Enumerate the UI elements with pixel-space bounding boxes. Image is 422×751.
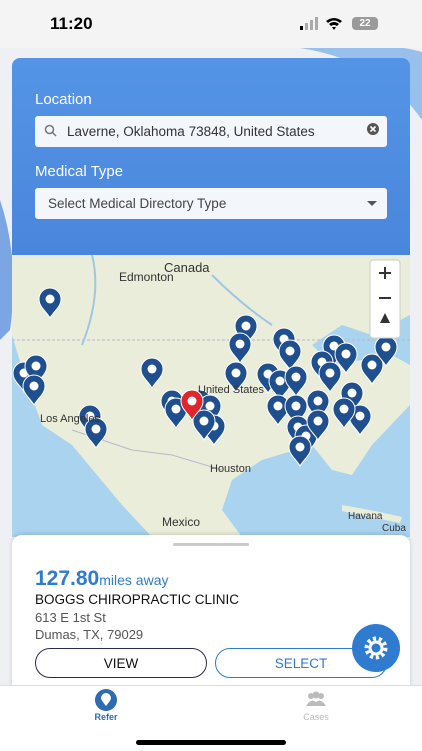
medical-type-label: Medical Type [35, 163, 124, 180]
map-pin[interactable] [228, 332, 252, 365]
tab-cases[interactable]: Cases [303, 712, 329, 722]
map-pin[interactable] [38, 287, 62, 320]
search-icon [44, 124, 57, 137]
map-pin[interactable] [332, 397, 356, 430]
view-button[interactable]: VIEW [35, 648, 207, 678]
map-pin[interactable] [84, 417, 108, 450]
pin-dot [367, 360, 377, 370]
distance-unit: miles away [99, 572, 169, 588]
pin-dot [171, 404, 181, 414]
map-pin[interactable] [334, 342, 358, 375]
pin-dot [347, 388, 357, 398]
map-pin[interactable] [288, 435, 312, 468]
pin-dot [29, 381, 39, 391]
zoom-controls [369, 259, 401, 339]
pin-dot [31, 361, 41, 371]
pin-dot [187, 396, 197, 406]
distance: 127.80 [35, 567, 100, 590]
pin-dot [341, 349, 351, 359]
map-label: Edmonton [119, 270, 174, 284]
map-pin[interactable] [140, 357, 164, 390]
map-pin[interactable] [180, 389, 204, 422]
settings-fab[interactable] [345, 623, 407, 673]
map-pin[interactable] [224, 361, 248, 394]
map-label: Cuba [382, 523, 406, 534]
dropdown-arrow [367, 201, 377, 206]
map-pin[interactable] [192, 409, 216, 442]
medical-type-select[interactable]: Select Medical Directory Type [35, 188, 387, 219]
pin-dot [313, 416, 323, 426]
pin-dot [231, 368, 241, 378]
map-pin[interactable] [360, 353, 384, 386]
pin-dot [235, 339, 245, 349]
pin-dot [241, 321, 251, 331]
sheet-handle[interactable] [173, 543, 249, 546]
compass[interactable] [380, 313, 390, 323]
battery: 22 [352, 17, 378, 30]
pin-dot [273, 401, 283, 411]
home-indicator [136, 740, 286, 745]
map-pin[interactable] [266, 394, 290, 427]
zoom-in[interactable] [379, 267, 391, 279]
pin-dot [147, 364, 157, 374]
location-input[interactable]: Laverne, Oklahoma 73848, United States [35, 116, 387, 147]
map-label: Havana [348, 511, 383, 522]
map-label: Los Angeles [40, 413, 100, 425]
clinic-name: BOGGS CHIROPRACTIC CLINIC [35, 592, 240, 607]
pin-dot [295, 442, 305, 452]
map-label: United States [198, 384, 265, 396]
pin-dot [355, 411, 365, 421]
pin-dot [381, 342, 391, 352]
clear-button[interactable] [366, 122, 380, 136]
pin-dot [275, 376, 285, 386]
location-value: Laverne, Oklahoma 73848, United States [67, 124, 315, 139]
clock: 11:20 [50, 14, 93, 33]
address-line1: 613 E 1st St [35, 610, 106, 625]
search-panel [12, 58, 410, 258]
pin-dot [205, 401, 215, 411]
map-pin[interactable] [318, 361, 342, 394]
pin-dot [291, 401, 301, 411]
map-pin[interactable] [284, 365, 308, 398]
map-pin[interactable] [278, 339, 302, 372]
pin-dot [91, 424, 101, 434]
pin-dot [199, 416, 209, 426]
cases-icon [306, 691, 326, 706]
status-bar: 11:20 22 [0, 0, 422, 48]
map-label: Canada [164, 260, 210, 275]
pin-dot [45, 294, 55, 304]
map-label: Houston [210, 463, 251, 475]
result-sheet [12, 535, 410, 695]
map-pin[interactable] [306, 409, 330, 442]
distance-row: 127.80miles away [35, 567, 168, 591]
pin-dot [291, 372, 301, 382]
medical-type-placeholder: Select Medical Directory Type [48, 196, 227, 211]
signal-wifi [300, 17, 342, 30]
map-pin[interactable] [22, 374, 46, 407]
tab-refer[interactable]: Refer [94, 712, 118, 722]
pin-dot [325, 368, 335, 378]
pin-dot [285, 346, 295, 356]
map-label: Mexico [162, 515, 200, 529]
refer-icon [95, 689, 117, 711]
pin-dot [313, 396, 323, 406]
location-label: Location [35, 91, 92, 108]
pin-dot [339, 404, 349, 414]
address-line2: Dumas, TX, 79029 [35, 627, 144, 642]
